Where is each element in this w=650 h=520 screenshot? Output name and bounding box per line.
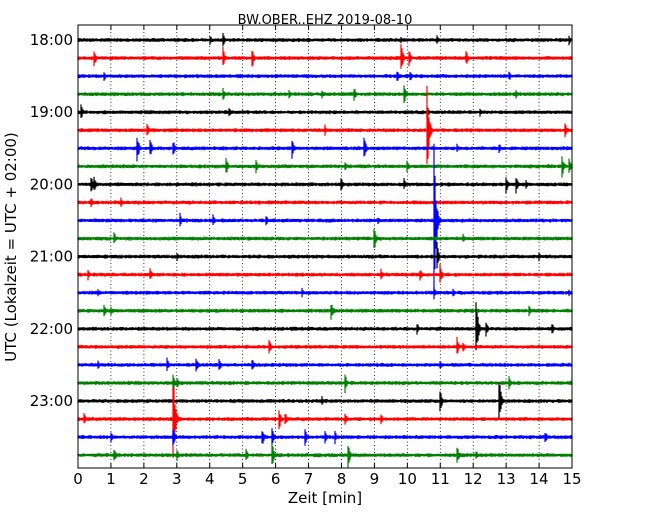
x-tick-label: 15 xyxy=(562,470,581,488)
trace-2100 xyxy=(77,241,573,269)
x-tick-label: 6 xyxy=(271,470,281,488)
x-tick-label: 0 xyxy=(73,470,83,488)
x-tick-label: 2 xyxy=(139,470,149,488)
y-tick-label: 21:00 xyxy=(30,248,73,266)
y-tick-label: 23:00 xyxy=(30,392,73,410)
grid-lines xyxy=(110,25,540,468)
x-tick-label: 9 xyxy=(370,470,380,488)
x-tick-label: 1 xyxy=(106,470,116,488)
seismic-traces xyxy=(77,32,573,469)
x-tick-label: 8 xyxy=(337,470,347,488)
trace-1915 xyxy=(77,85,573,165)
trace-1930 xyxy=(77,137,573,162)
x-axis-label: Zeit [min] xyxy=(288,489,362,507)
y-axis: 18:00 19:00 20:00 21:00 22:00 23:00 xyxy=(30,31,572,410)
x-tick-label: 10 xyxy=(398,470,417,488)
x-tick-label: 12 xyxy=(464,470,483,488)
x-tick-label: 4 xyxy=(205,470,215,488)
trace-1815 xyxy=(77,44,573,69)
x-tick-label: 3 xyxy=(172,470,182,488)
trace-2115 xyxy=(77,263,573,283)
x-tick-label: 7 xyxy=(304,470,314,488)
y-tick-label: 20:00 xyxy=(30,175,73,193)
x-tick-label: 13 xyxy=(497,470,516,488)
y-tick-label: 22:00 xyxy=(30,320,73,338)
x-tick-label: 14 xyxy=(530,470,549,488)
trace-2245 xyxy=(77,374,573,394)
trace-2145 xyxy=(77,304,573,320)
plot-frame xyxy=(77,24,573,469)
y-tick-label: 19:00 xyxy=(30,103,73,121)
y-tick-label: 18:00 xyxy=(30,31,73,49)
x-tick-label: 11 xyxy=(431,470,450,488)
y-axis-label: UTC (Lokalzeit = UTC + 02:00) xyxy=(2,132,20,362)
x-tick-label: 5 xyxy=(238,470,248,488)
trace-2315 xyxy=(77,387,573,458)
trace-2215 xyxy=(77,336,573,354)
x-axis: 0 1 2 3 4 5 6 7 8 9 10 11 12 13 14 15 xyxy=(73,25,582,488)
chart-title: BW.OBER..EHZ 2019-08-10 xyxy=(238,13,413,28)
